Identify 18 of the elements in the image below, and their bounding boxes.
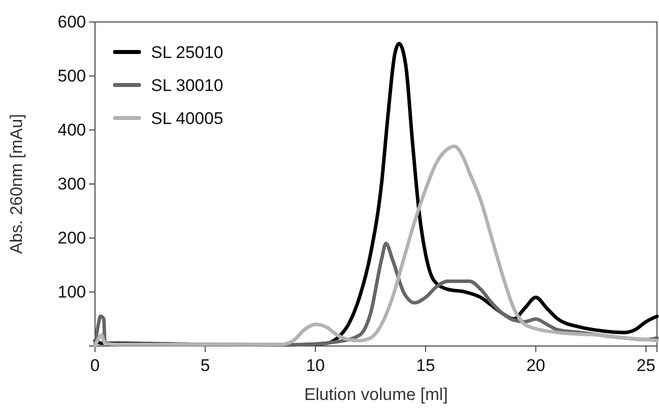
legend-label: SL 30010 [151, 76, 224, 95]
y-tick-label: 400 [58, 120, 86, 140]
legend-label: SL 40005 [151, 108, 224, 128]
line-series [93, 144, 659, 348]
y-tick-label: 500 [58, 66, 86, 86]
y-tick-label: 300 [58, 174, 86, 194]
y-tick-label: 200 [58, 228, 86, 248]
y-tick-label: 100 [58, 282, 86, 302]
x-tick-label: 25 [636, 356, 656, 376]
x-tick-label: 0 [90, 356, 100, 376]
y-axis-title: Abs. 260nm [mAu] [7, 114, 26, 254]
y-tick-label: 600 [58, 12, 86, 32]
x-axis-title: Elution volume [ml] [304, 385, 448, 404]
legend-label: SL 25010 [151, 42, 224, 62]
x-tick-label: 15 [416, 356, 436, 376]
x-tick-label: 20 [526, 356, 546, 376]
x-tick-label: 5 [200, 356, 210, 376]
x-tick-label: 10 [306, 356, 325, 376]
